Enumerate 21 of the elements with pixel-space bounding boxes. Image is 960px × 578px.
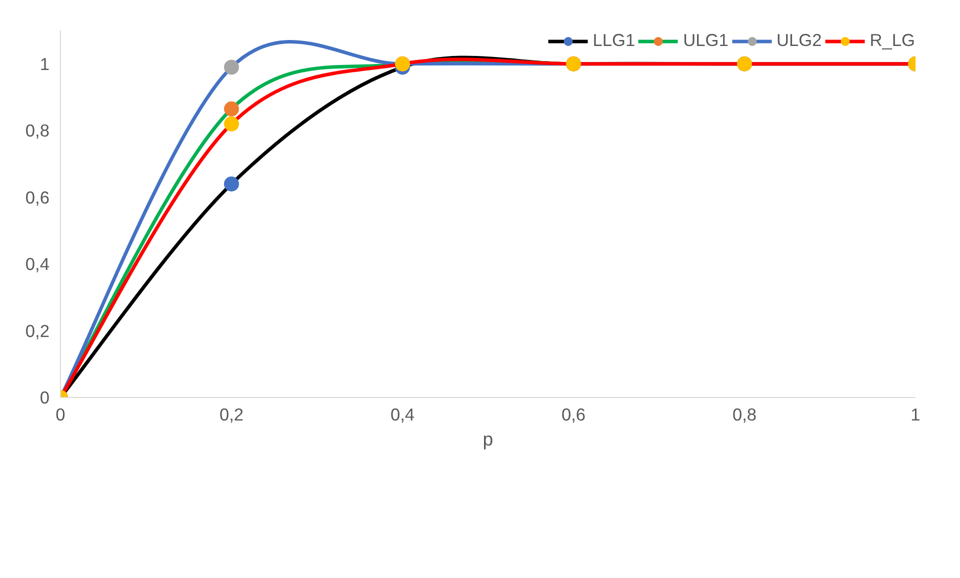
x-tick-label: 0,2 — [219, 404, 244, 424]
legend-label: R_LG — [870, 30, 915, 51]
x-tick-label: 1 — [910, 404, 920, 424]
legend-label: LLG1 — [592, 30, 636, 51]
legend-label: ULG2 — [776, 30, 822, 51]
x-tick-label: 0,4 — [390, 404, 415, 424]
point — [224, 101, 239, 116]
point — [224, 176, 239, 192]
y-tick-label: 1 — [40, 54, 50, 74]
point — [224, 116, 239, 132]
y-tick-label: 0,6 — [25, 187, 50, 208]
y-tick-label: 0,4 — [25, 254, 50, 274]
y-tick-label: 0 — [40, 388, 50, 408]
legend-label: ULG1 — [683, 30, 728, 51]
y-tick-label: 0,8 — [25, 120, 50, 141]
x-tick-label: 0,6 — [561, 404, 586, 424]
x-tick-label: 0 — [56, 404, 66, 424]
point — [224, 60, 239, 75]
x-axis-title: p — [482, 428, 494, 450]
y-tick-label: 0,2 — [25, 320, 50, 341]
x-tick-label: 0,8 — [732, 404, 757, 424]
